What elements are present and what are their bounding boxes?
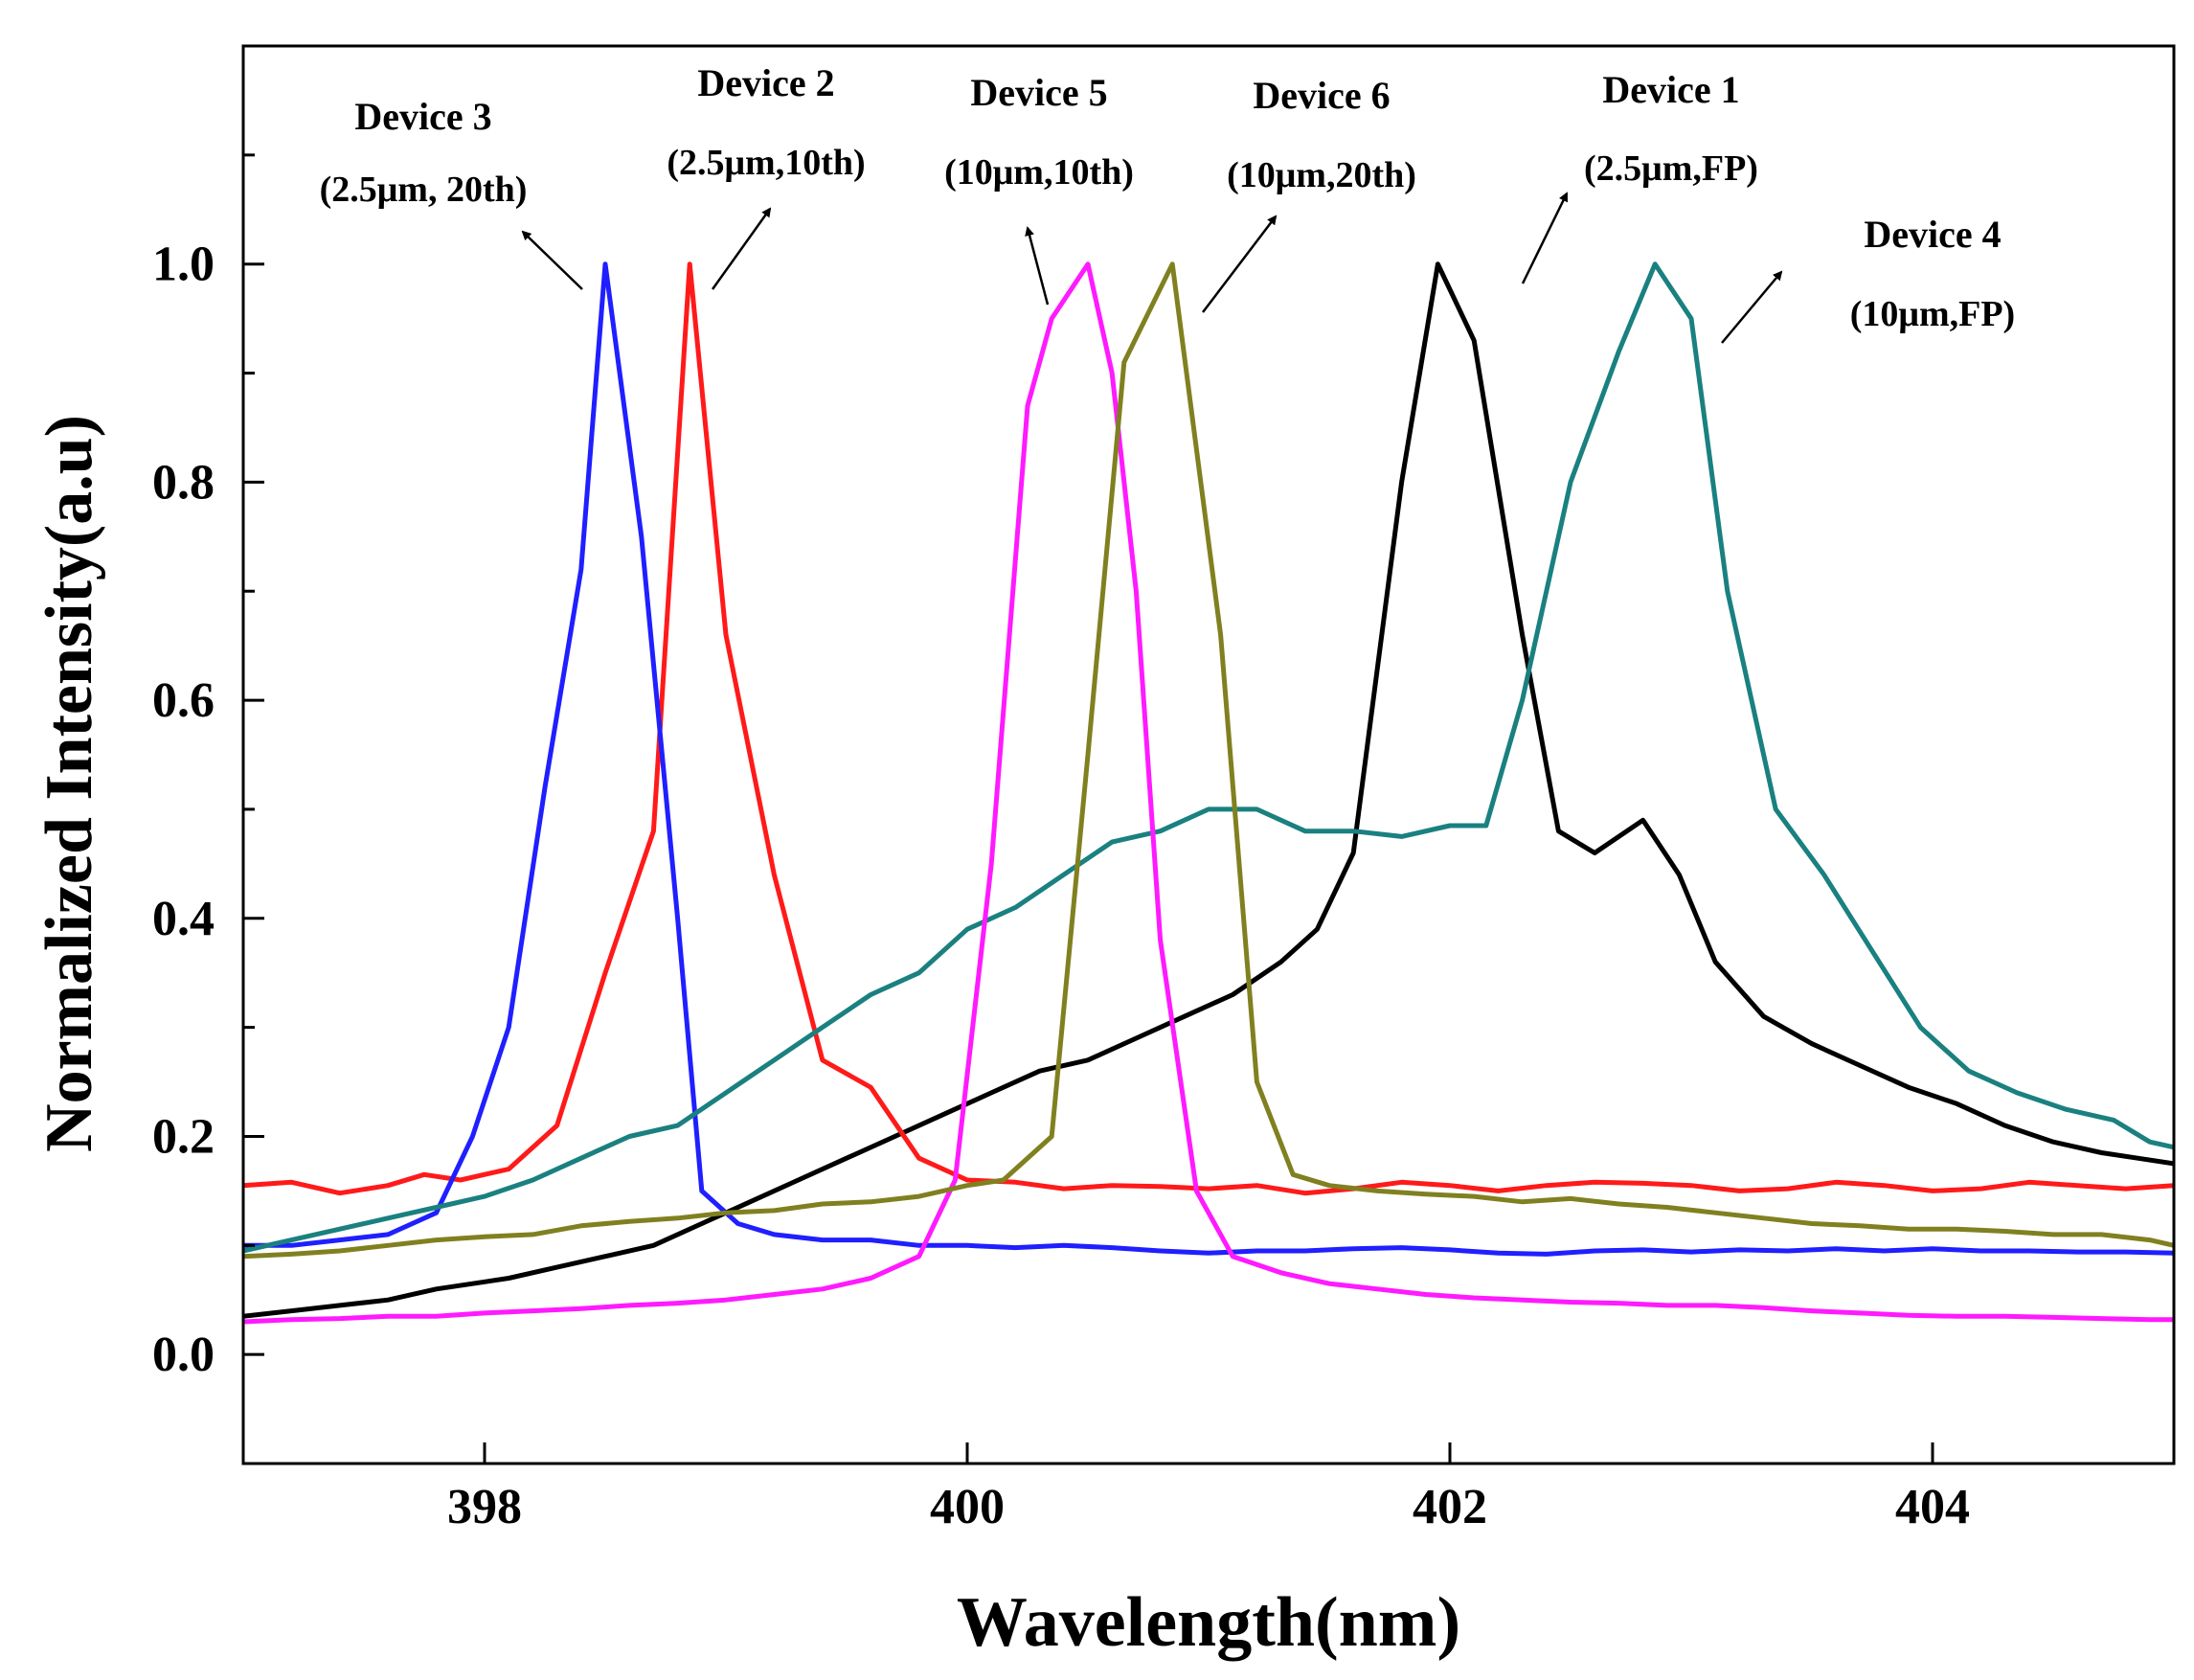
annotation-device-5-name: Device 5	[970, 71, 1107, 114]
plot-frame	[241, 44, 2176, 1465]
annotation-device-3-name: Device 3	[354, 95, 491, 138]
ticks-layer	[243, 153, 1934, 1464]
y-tick-label: 0.0	[152, 1328, 215, 1382]
series-line-device-3	[243, 261, 2174, 1257]
annotation-device-4-name: Device 4	[1864, 213, 2001, 256]
annotation-device-3-arrow	[521, 230, 583, 290]
x-tick-label: 404	[1895, 1480, 1970, 1534]
annotation-device-4-arrow	[1721, 270, 1783, 344]
annotation-device-1-params: (2.5μm,FP)	[1584, 148, 1758, 189]
annotations-layer: Device 3 (2.5μm, 20th) Device 2 (2.5μm,10th…	[320, 61, 2015, 344]
x-axis-title: Wavelength(nm)	[957, 1583, 1460, 1662]
y-axis-title: Normalized Intensity(a.u)	[33, 415, 106, 1152]
annotation-device-2-arrow	[711, 207, 772, 290]
series-line-device-6	[243, 261, 2174, 1260]
x-tick-label: 402	[1413, 1480, 1487, 1534]
annotation-device-5-params: (10μm,10th)	[944, 152, 1134, 193]
annotation-device-2-name: Device 2	[697, 61, 834, 104]
annotation-device-5-arrow	[1025, 226, 1050, 306]
y-tick-label: 0.4	[152, 892, 215, 946]
labels-layer: 398 400 402 404 0.0 0.2 0.4 0.6 0.8 1.0	[152, 238, 1970, 1534]
series-line-device-1	[243, 261, 2174, 1319]
annotation-device-6-params: (10μm,20th)	[1227, 155, 1416, 195]
annotation-device-6-arrow	[1202, 215, 1278, 313]
x-tick-label: 398	[447, 1480, 522, 1534]
annotation-device-1-name: Device 1	[1602, 68, 1739, 111]
annotation-device-3-params: (2.5μm, 20th)	[320, 170, 528, 210]
y-tick-label: 1.0	[152, 238, 215, 292]
y-tick-label: 0.6	[152, 673, 215, 728]
annotation-device-2-params: (2.5μm,10th)	[667, 143, 865, 183]
y-tick-label: 0.2	[152, 1109, 215, 1164]
x-tick-label: 400	[930, 1480, 1005, 1534]
series-line-device-4	[243, 261, 2174, 1254]
series-layer	[243, 261, 2174, 1325]
annotation-device-6-name: Device 6	[1253, 74, 1390, 117]
series-line-device-2	[243, 261, 2174, 1196]
series-line-device-5	[243, 261, 2174, 1325]
annotation-device-1-arrow	[1521, 192, 1569, 284]
annotation-device-4-params: (10μm,FP)	[1850, 294, 2015, 334]
y-tick-label: 0.8	[152, 455, 215, 510]
